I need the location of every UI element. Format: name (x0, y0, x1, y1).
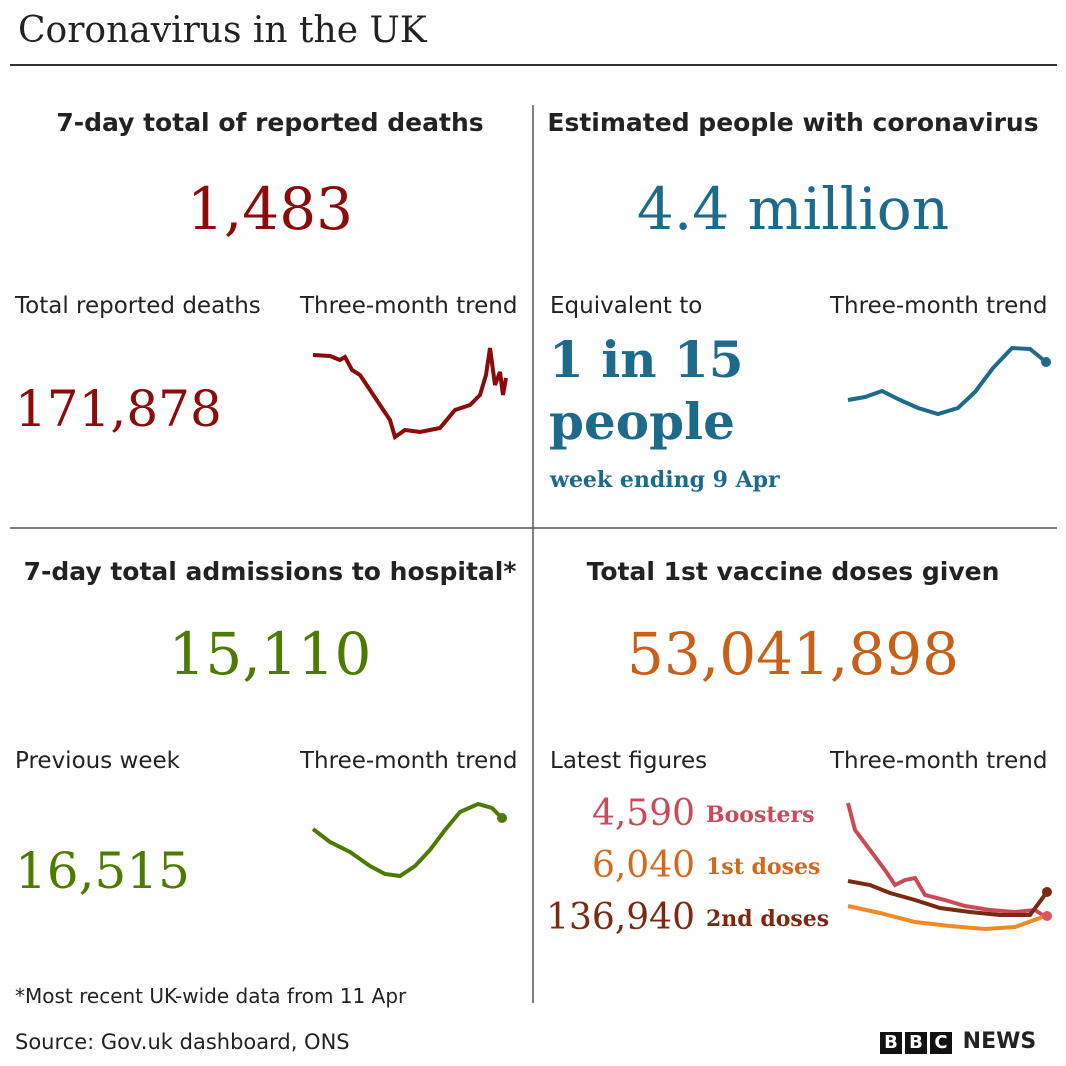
logo-block: C (930, 1032, 952, 1054)
sparkline-end (1041, 357, 1051, 367)
label: Three-month trend (300, 748, 518, 774)
sparkline-end (1042, 911, 1052, 921)
sparkline-end (497, 813, 507, 823)
sparkline (847, 345, 1048, 417)
value: people (549, 392, 735, 451)
panel-title: 7-day total of reported deaths (56, 108, 484, 137)
latest-value: 4,590 (591, 793, 695, 834)
headline-value: 15,110 (168, 620, 372, 688)
headline-value: 4.4 million (636, 175, 950, 243)
headline-value: 1,483 (186, 175, 354, 243)
label: Three-month trend (830, 293, 1048, 319)
source: Source: Gov.uk dashboard, ONS (15, 1030, 350, 1054)
sparkline-end (1042, 887, 1052, 897)
label: Three-month trend (300, 293, 518, 319)
latest-value: 6,040 (591, 845, 695, 886)
sparkline (847, 879, 1049, 917)
label: Equivalent to (550, 293, 703, 319)
label: Three-month trend (830, 748, 1048, 774)
panel-title: Total 1st vaccine doses given (586, 557, 1000, 586)
sparkline (311, 801, 504, 879)
title: Coronavirus in the UK (18, 10, 427, 51)
label: Previous week (15, 748, 180, 774)
footnote: *Most recent UK-wide data from 11 Apr (15, 984, 407, 1008)
latest-label: 1st doses (706, 854, 821, 880)
sparkline (847, 904, 1048, 932)
panel-title: 7-day total admissions to hospital* (23, 557, 517, 586)
panel-title: Estimated people with coronavirus (547, 108, 1039, 137)
label: Total reported deaths (15, 293, 261, 319)
sparkline (846, 802, 1049, 920)
sparkline (312, 347, 508, 441)
value: 1 in 15 (549, 330, 744, 389)
logo-text: NEWS (962, 1029, 1037, 1054)
latest-value: 136,940 (546, 897, 695, 938)
value: 171,878 (15, 380, 222, 438)
logo-block: B (880, 1032, 902, 1054)
latest-label: 2nd doses (706, 906, 830, 932)
value: 16,515 (15, 842, 190, 900)
note: week ending 9 Apr (550, 467, 780, 493)
latest-label: Boosters (706, 802, 815, 828)
logo-block: B (905, 1032, 927, 1054)
label: Latest figures (550, 748, 708, 774)
headline-value: 53,041,898 (626, 620, 960, 688)
